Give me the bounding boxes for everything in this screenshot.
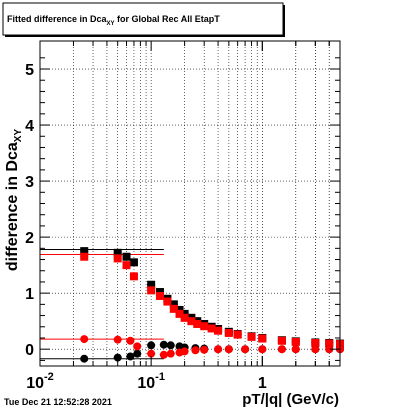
- data-point-circle: [113, 353, 122, 362]
- y-tick-label: 2: [25, 230, 34, 247]
- data-point-circle: [241, 345, 250, 354]
- chart-title: Fitted difference in DcaXY for Global Re…: [7, 14, 220, 27]
- data-point-square: [147, 286, 156, 295]
- data-point-square: [180, 313, 189, 322]
- data-point-square: [129, 258, 138, 267]
- title-box: Fitted difference in DcaXY for Global Re…: [2, 2, 285, 37]
- data-point-circle: [180, 347, 189, 356]
- data-point-square: [325, 339, 334, 348]
- data-point-square: [258, 334, 267, 343]
- data-point-circle: [133, 349, 142, 358]
- x-tick-label: 1: [258, 375, 267, 392]
- title-frame-shadow-right: [283, 5, 285, 37]
- data-point-circle: [126, 352, 135, 361]
- data-point-circle: [277, 345, 286, 354]
- y-tick-label: 5: [25, 62, 34, 79]
- data-point-square: [129, 272, 138, 281]
- title-frame-shadow-bottom: [5, 35, 284, 37]
- data-point-square: [155, 291, 164, 300]
- data-point-square: [122, 261, 131, 270]
- data-point-circle: [191, 346, 200, 355]
- data-point-square: [147, 280, 156, 289]
- data-point-square: [169, 304, 178, 313]
- y-tick-label: 0: [25, 342, 34, 359]
- data-point-square: [277, 336, 286, 345]
- data-point-square: [291, 337, 300, 346]
- y-axis-label-main: difference in Dca: [4, 142, 21, 271]
- data-point-circle: [258, 345, 267, 354]
- x-tick-label: 10-1: [137, 371, 165, 392]
- fit-lines: [40, 248, 164, 360]
- data-point-circle: [200, 345, 209, 354]
- data-point-circle: [147, 349, 156, 358]
- y-tick-label: 1: [25, 286, 34, 303]
- x-tick-label: 10-2: [26, 371, 54, 392]
- data-point-square: [175, 309, 184, 318]
- plot-area: [40, 41, 340, 366]
- x-tick-label-exponent: -2: [44, 371, 54, 383]
- chart-title-tail: for Global Rec All EtapT: [115, 14, 221, 24]
- data-point-circle: [113, 335, 122, 344]
- data-point-square: [200, 322, 209, 331]
- data-point-circle: [80, 354, 89, 363]
- timestamp: Tue Dec 21 12:52:28 2021: [4, 397, 112, 407]
- data-point-circle: [166, 341, 175, 350]
- data-point-circle: [80, 335, 89, 344]
- x-tick-label-exponent: -1: [155, 371, 165, 383]
- data-point-circle: [147, 341, 156, 350]
- data-point-square: [247, 332, 256, 341]
- data-point-circle: [325, 345, 334, 354]
- chart-title-subscript: XY: [107, 21, 115, 27]
- data-marks: [80, 247, 344, 363]
- data-point-square: [193, 319, 202, 328]
- data-point-circle: [159, 340, 168, 349]
- data-point-square: [113, 254, 122, 263]
- data-point-square: [233, 330, 242, 339]
- title-frame: [2, 2, 284, 36]
- y-axis-label-subscript: XY: [13, 129, 24, 143]
- data-point-square: [163, 297, 172, 306]
- y-tick-label: 4: [25, 118, 34, 135]
- y-tick-label: 3: [25, 174, 34, 191]
- data-point-circle: [126, 336, 135, 345]
- data-point-square: [169, 300, 178, 309]
- data-point-circle: [311, 345, 320, 354]
- data-point-square: [214, 326, 223, 335]
- data-point-circle: [159, 350, 168, 359]
- x-tick-label-base: 10: [26, 375, 44, 392]
- data-point-circle: [214, 345, 223, 354]
- data-point-square: [224, 328, 233, 337]
- x-tick-label-base: 1: [258, 375, 267, 392]
- chart-title-main: Fitted difference in Dca: [7, 14, 108, 24]
- data-point-square: [187, 317, 196, 326]
- x-tick-label-base: 10: [137, 375, 155, 392]
- data-point-square: [207, 324, 216, 333]
- data-point-square: [311, 339, 320, 348]
- y-axis-label: difference in DcaXY: [4, 129, 24, 272]
- data-point-circle: [166, 349, 175, 358]
- data-point-circle: [291, 345, 300, 354]
- data-point-square: [80, 252, 89, 261]
- data-point-square: [113, 248, 122, 257]
- data-point-square: [80, 247, 89, 256]
- data-point-circle: [224, 345, 233, 354]
- x-axis-label: pT/|q| (GeV/c): [242, 391, 339, 408]
- data-point-square: [122, 252, 131, 261]
- data-point-circle: [133, 342, 142, 351]
